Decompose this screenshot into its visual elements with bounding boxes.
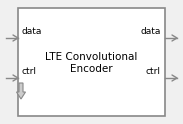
Text: Encoder: Encoder [70, 64, 113, 74]
Text: data: data [141, 27, 161, 36]
Bar [18, 8, 165, 116]
Text: ctrl: ctrl [22, 67, 37, 76]
Text: data: data [22, 27, 42, 36]
Polygon shape [16, 83, 25, 99]
Text: ctrl: ctrl [146, 67, 161, 76]
Text: LTE Convolutional: LTE Convolutional [45, 52, 138, 62]
